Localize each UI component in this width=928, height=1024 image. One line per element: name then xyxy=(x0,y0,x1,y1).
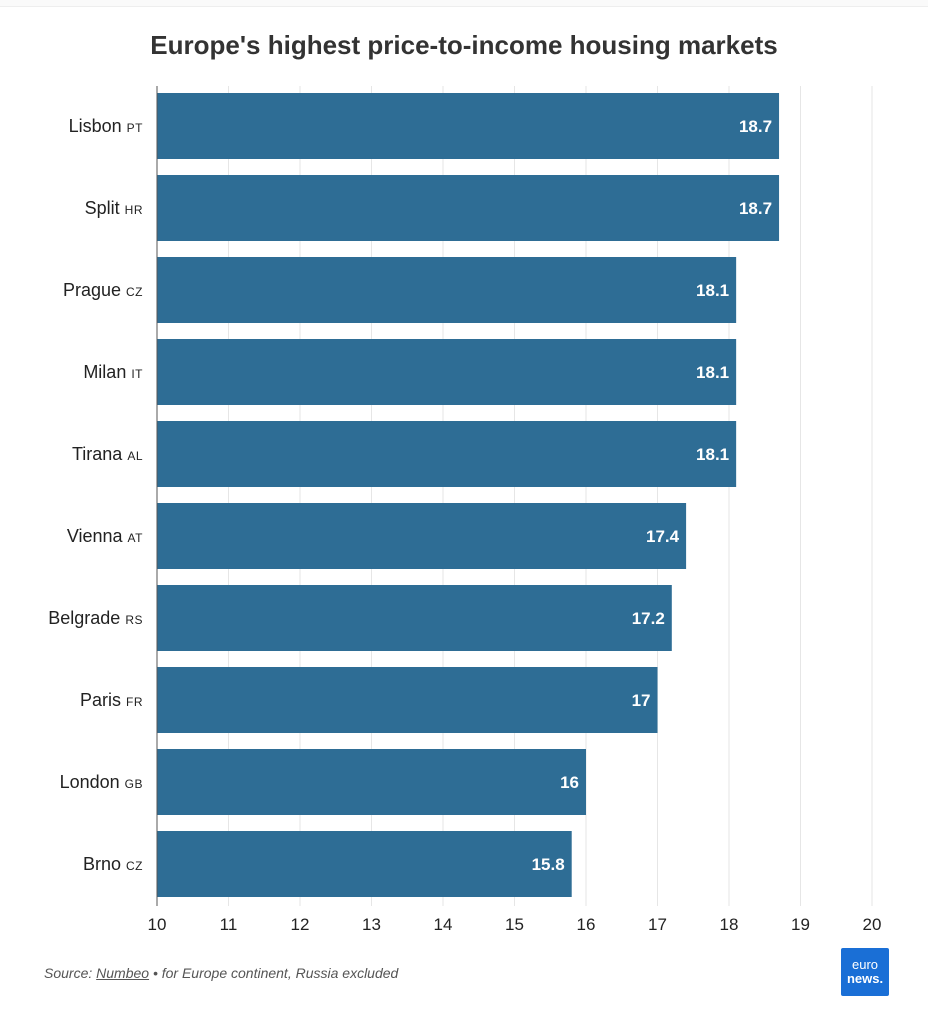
category-label: Split HR xyxy=(85,198,143,218)
category-label: Tirana AL xyxy=(72,444,143,464)
category-name: Lisbon xyxy=(69,116,127,136)
bar xyxy=(157,749,586,815)
category-label: Vienna AT xyxy=(67,526,143,546)
bar-value-label: 15.8 xyxy=(532,855,565,874)
category-name: Milan xyxy=(83,362,131,382)
country-code: AL xyxy=(127,449,143,463)
x-tick-label: 20 xyxy=(863,915,882,934)
bar xyxy=(157,421,737,487)
bar-value-label: 18.7 xyxy=(739,117,772,136)
bar xyxy=(157,503,687,569)
bar xyxy=(157,339,737,405)
bar xyxy=(157,667,658,733)
source-remark: • for Europe continent, Russia excluded xyxy=(149,965,399,981)
category-label: Milan IT xyxy=(83,362,143,382)
category-name: London xyxy=(60,772,125,792)
category-label: London GB xyxy=(60,772,143,792)
bar-value-label: 17.4 xyxy=(646,527,680,546)
country-code: GB xyxy=(125,777,143,791)
x-tick-label: 17 xyxy=(648,915,667,934)
x-tick-label: 11 xyxy=(220,915,238,934)
x-tick-label: 18 xyxy=(720,915,739,934)
country-code: IT xyxy=(131,367,143,381)
category-label: Paris FR xyxy=(80,690,143,710)
category-name: Vienna xyxy=(67,526,128,546)
country-code: CZ xyxy=(126,859,143,873)
category-label: Belgrade RS xyxy=(48,608,143,628)
x-tick-label: 10 xyxy=(148,915,167,934)
category-name: Split xyxy=(85,198,125,218)
country-code: PT xyxy=(127,121,144,135)
bar xyxy=(157,175,780,241)
bar-value-label: 18.1 xyxy=(696,363,729,382)
logo-line-1: euro xyxy=(851,957,879,972)
bar-value-label: 18.7 xyxy=(739,199,772,218)
category-name: Brno xyxy=(83,854,126,874)
x-tick-label: 15 xyxy=(505,915,524,934)
x-tick-label: 19 xyxy=(791,915,810,934)
x-tick-label: 16 xyxy=(577,915,596,934)
euronews-logo: euro news. xyxy=(841,948,889,996)
source-note: Source: Numbeo • for Europe continent, R… xyxy=(44,965,398,981)
bar xyxy=(157,585,672,651)
bar xyxy=(157,257,737,323)
source-link[interactable]: Numbeo xyxy=(96,965,150,981)
country-code: HR xyxy=(125,203,143,217)
x-tick-label: 12 xyxy=(291,915,310,934)
bar-value-label: 17 xyxy=(632,691,651,710)
category-name: Paris xyxy=(80,690,126,710)
category-name: Tirana xyxy=(72,444,127,464)
bar xyxy=(157,93,780,159)
bar-value-label: 18.1 xyxy=(696,445,729,464)
country-code: RS xyxy=(125,613,143,627)
bar-value-label: 17.2 xyxy=(632,609,665,628)
bar-value-label: 18.1 xyxy=(696,281,729,300)
chart-title: Europe's highest price-to-income housing… xyxy=(150,30,778,60)
source-prefix: Source: xyxy=(44,965,97,981)
category-name: Belgrade xyxy=(48,608,125,628)
bar xyxy=(157,831,572,897)
category-label: Lisbon PT xyxy=(69,116,144,136)
x-tick-label: 14 xyxy=(434,915,453,934)
x-tick-label: 13 xyxy=(362,915,381,934)
bar-value-label: 16 xyxy=(560,773,579,792)
top-border xyxy=(0,0,928,7)
country-code: AT xyxy=(128,531,144,545)
category-label: Prague CZ xyxy=(63,280,143,300)
category-name: Prague xyxy=(63,280,126,300)
country-code: CZ xyxy=(126,285,143,299)
category-label: Brno CZ xyxy=(83,854,143,874)
logo-line-2: news. xyxy=(846,971,884,986)
country-code: FR xyxy=(126,695,143,709)
